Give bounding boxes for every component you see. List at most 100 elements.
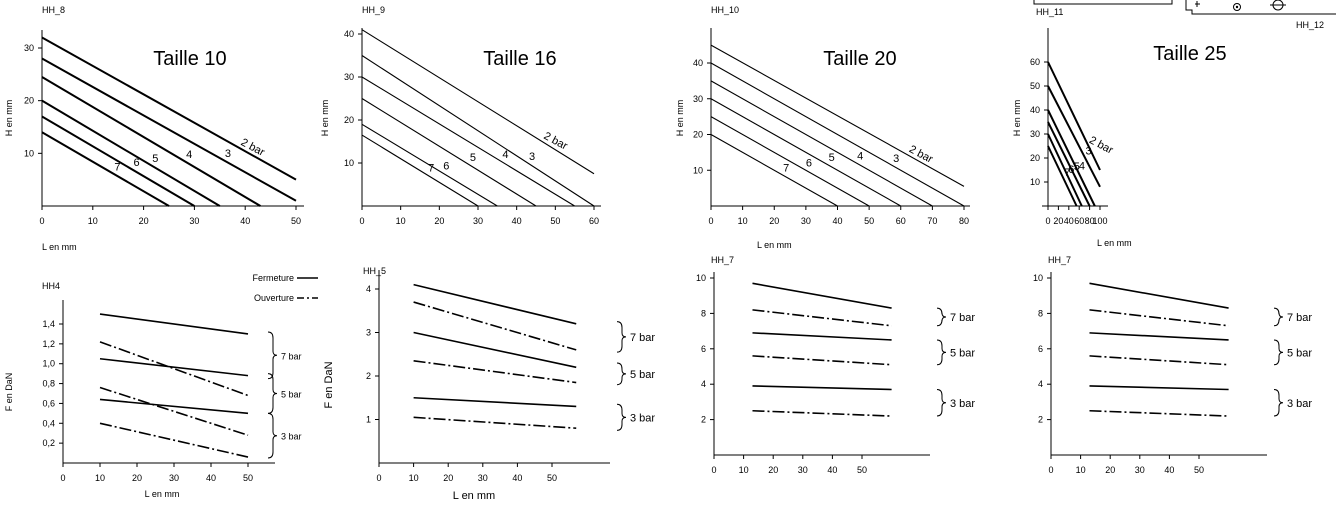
series-line: [1047, 85, 1101, 188]
y-tick-label: 30: [344, 72, 354, 82]
group-brace: [616, 321, 627, 353]
y-tick-label: 1,4: [42, 319, 55, 329]
chart-code-label: HH_8: [42, 5, 65, 15]
group-label: 5 bar: [630, 369, 655, 381]
x-tick-label: 80: [959, 216, 969, 226]
y-axis-label: H en mm: [1012, 100, 1022, 137]
x-tick-label: 40: [512, 216, 522, 226]
hh11-label: HH_11: [1036, 7, 1063, 17]
y-tick-label: 8: [1038, 308, 1043, 318]
y-tick-label: 10: [693, 165, 703, 175]
y-tick-label: 4: [366, 284, 371, 294]
series-line: [99, 398, 249, 415]
series-line: [413, 301, 577, 351]
y-tick-label: 10: [1030, 177, 1040, 187]
series-line: [41, 99, 221, 207]
series-line: [413, 359, 577, 384]
chart-code-label: HH_7: [711, 255, 734, 265]
group-brace: [936, 389, 947, 417]
x-tick-label: 10: [88, 216, 98, 226]
y-tick-label: 8: [701, 308, 706, 318]
x-tick-label: 20: [1105, 465, 1115, 475]
y-tick-label: 30: [693, 94, 703, 104]
series-line: [99, 386, 249, 436]
series-line: [752, 282, 892, 309]
x-tick-label: 20: [139, 216, 149, 226]
hh11-frame: [1033, 0, 1173, 5]
series-line: [413, 331, 577, 369]
x-tick-label: 10: [396, 216, 406, 226]
y-tick-label: 40: [693, 58, 703, 68]
series-label: 3: [1085, 146, 1091, 158]
x-tick-label: 60: [896, 216, 906, 226]
series-label: 6: [1068, 164, 1074, 176]
x-tick-label: 0: [708, 216, 713, 226]
x-tick-label: 30: [478, 473, 488, 483]
series-line: [1047, 61, 1101, 171]
y-tick-label: 20: [344, 115, 354, 125]
x-tick-label: 20: [434, 216, 444, 226]
series-label: 4: [502, 149, 508, 161]
x-tick-label: 60: [1074, 216, 1084, 226]
series-label: 7: [428, 162, 434, 174]
y-tick-label: 1,2: [42, 339, 55, 349]
group-label: 5 bar: [1287, 347, 1312, 359]
chart-title: Taille 16: [483, 48, 556, 70]
x-tick-label: 20: [443, 473, 453, 483]
x-tick-label: 20: [768, 465, 778, 475]
x-tick-label: 50: [857, 465, 867, 475]
series-line: [99, 341, 249, 397]
x-tick-label: 50: [864, 216, 874, 226]
group-label: 3 bar: [950, 398, 975, 410]
series-line: [99, 313, 249, 335]
x-tick-label: 20: [1053, 216, 1063, 226]
y-tick-label: 20: [1030, 153, 1040, 163]
chart-1: HH_8 Taille 10 0 10 20 30 40 50 10 20 30 L en mm H e…: [4, 5, 304, 252]
series-label: 4: [1079, 160, 1085, 172]
chart-6: HH_5 0 10 20 30 40 50 1 2 3 4 L en mm F en DaN 7 bar 5…: [323, 266, 655, 502]
series-line: [413, 283, 577, 325]
x-tick-label: 30: [473, 216, 483, 226]
y-tick-label: 10: [696, 273, 706, 283]
y-tick-label: 2: [1038, 415, 1043, 425]
chart-code-label: HH_7: [1048, 255, 1071, 265]
series-line: [710, 134, 838, 207]
x-tick-label: 50: [291, 216, 301, 226]
group-brace: [936, 339, 947, 366]
y-tick-label: 40: [344, 29, 354, 39]
x-tick-label: 0: [39, 216, 44, 226]
chart-7: HH_7 0 10 20 30 40 50 2 4 6 8 10 7 bar 5 bar 3 bar: [696, 255, 975, 475]
x-tick-label: 10: [738, 216, 748, 226]
series-line: [361, 76, 575, 207]
series-line: [1047, 133, 1083, 207]
y-tick-label: 6: [1038, 344, 1043, 354]
series-label: 6: [133, 157, 139, 169]
y-tick-label: 4: [1038, 379, 1043, 389]
group-label: 3 bar: [281, 432, 302, 442]
series-line: [1089, 332, 1229, 341]
series-line: [361, 55, 595, 207]
series-label: 3: [893, 153, 899, 165]
x-tick-label: 10: [739, 465, 749, 475]
x-tick-label: 0: [1048, 465, 1053, 475]
group-label: 5 bar: [950, 347, 975, 359]
x-tick-label: 50: [550, 216, 560, 226]
series-line: [752, 332, 892, 341]
x-tick-label: 10: [95, 473, 105, 483]
x-tick-label: 40: [827, 465, 837, 475]
series-line: [361, 29, 595, 175]
series-line: [710, 116, 870, 207]
series-line: [710, 98, 902, 207]
group-brace: [936, 307, 947, 327]
series-line: [99, 357, 249, 377]
series-line: [361, 98, 537, 207]
y-tick-label: 3: [366, 328, 371, 338]
series-line: [1047, 121, 1091, 207]
x-tick-label: 80: [1085, 216, 1095, 226]
chart-code-label: HH_5: [363, 266, 386, 276]
series-line: [752, 309, 892, 327]
